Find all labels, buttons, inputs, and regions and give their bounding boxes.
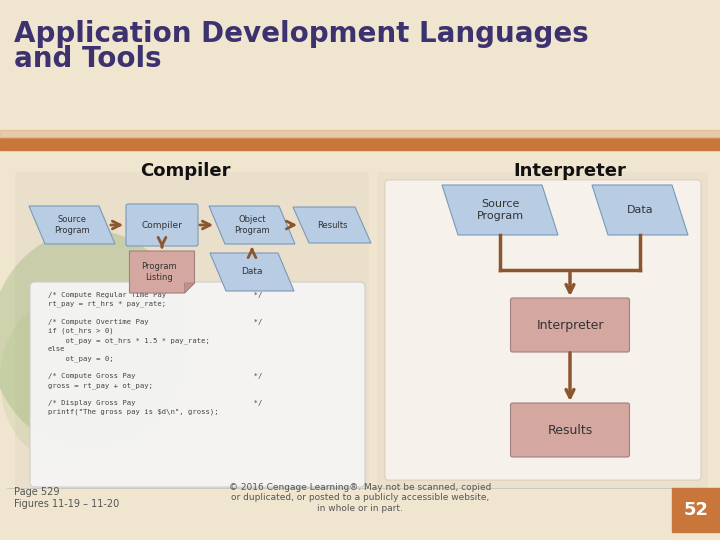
Bar [0,138,720,150]
Text: Results: Results [317,220,347,230]
Polygon shape [442,185,558,235]
Text: Source
Program: Source Program [54,215,90,235]
Polygon shape [592,185,688,235]
Text: Application Development Languages: Application Development Languages [14,20,589,48]
Text: Object
Program: Object Program [234,215,270,235]
FancyBboxPatch shape [30,282,365,487]
Text: Compiler: Compiler [142,220,182,230]
Text: Interpreter: Interpreter [536,319,604,332]
Polygon shape [209,206,295,244]
Polygon shape [293,207,371,243]
Text: 52: 52 [683,501,708,519]
FancyBboxPatch shape [510,298,629,352]
Polygon shape [29,206,115,244]
Text: and Tools: and Tools [14,45,161,73]
Ellipse shape [0,230,190,450]
Text: Results: Results [547,423,593,436]
Polygon shape [130,251,194,293]
Text: Source
Program: Source Program [477,199,523,221]
Text: Compiler: Compiler [140,162,230,180]
FancyBboxPatch shape [510,403,629,457]
Ellipse shape [0,300,120,460]
Text: © 2016 Cengage Learning®. May not be scanned, copied
or duplicated, or posted to: © 2016 Cengage Learning®. May not be sca… [229,483,491,513]
Text: Data: Data [241,267,263,276]
Text: Interpreter: Interpreter [513,162,626,180]
Text: Program
Listing: Program Listing [141,262,177,282]
Bar [672,488,720,532]
Polygon shape [184,283,194,293]
Polygon shape [210,253,294,291]
FancyBboxPatch shape [15,172,369,488]
FancyBboxPatch shape [126,204,198,246]
Bar [0,130,720,138]
Text: Data: Data [626,205,653,215]
Text: Page 529
Figures 11-19 – 11-20: Page 529 Figures 11-19 – 11-20 [14,487,120,509]
Text: /* Compute Regular Time Pay                    */
rt_pay = rt_hrs * pay_rate;

/: /* Compute Regular Time Pay */ rt_pay = … [48,292,262,415]
FancyBboxPatch shape [377,172,708,488]
FancyBboxPatch shape [385,180,701,480]
